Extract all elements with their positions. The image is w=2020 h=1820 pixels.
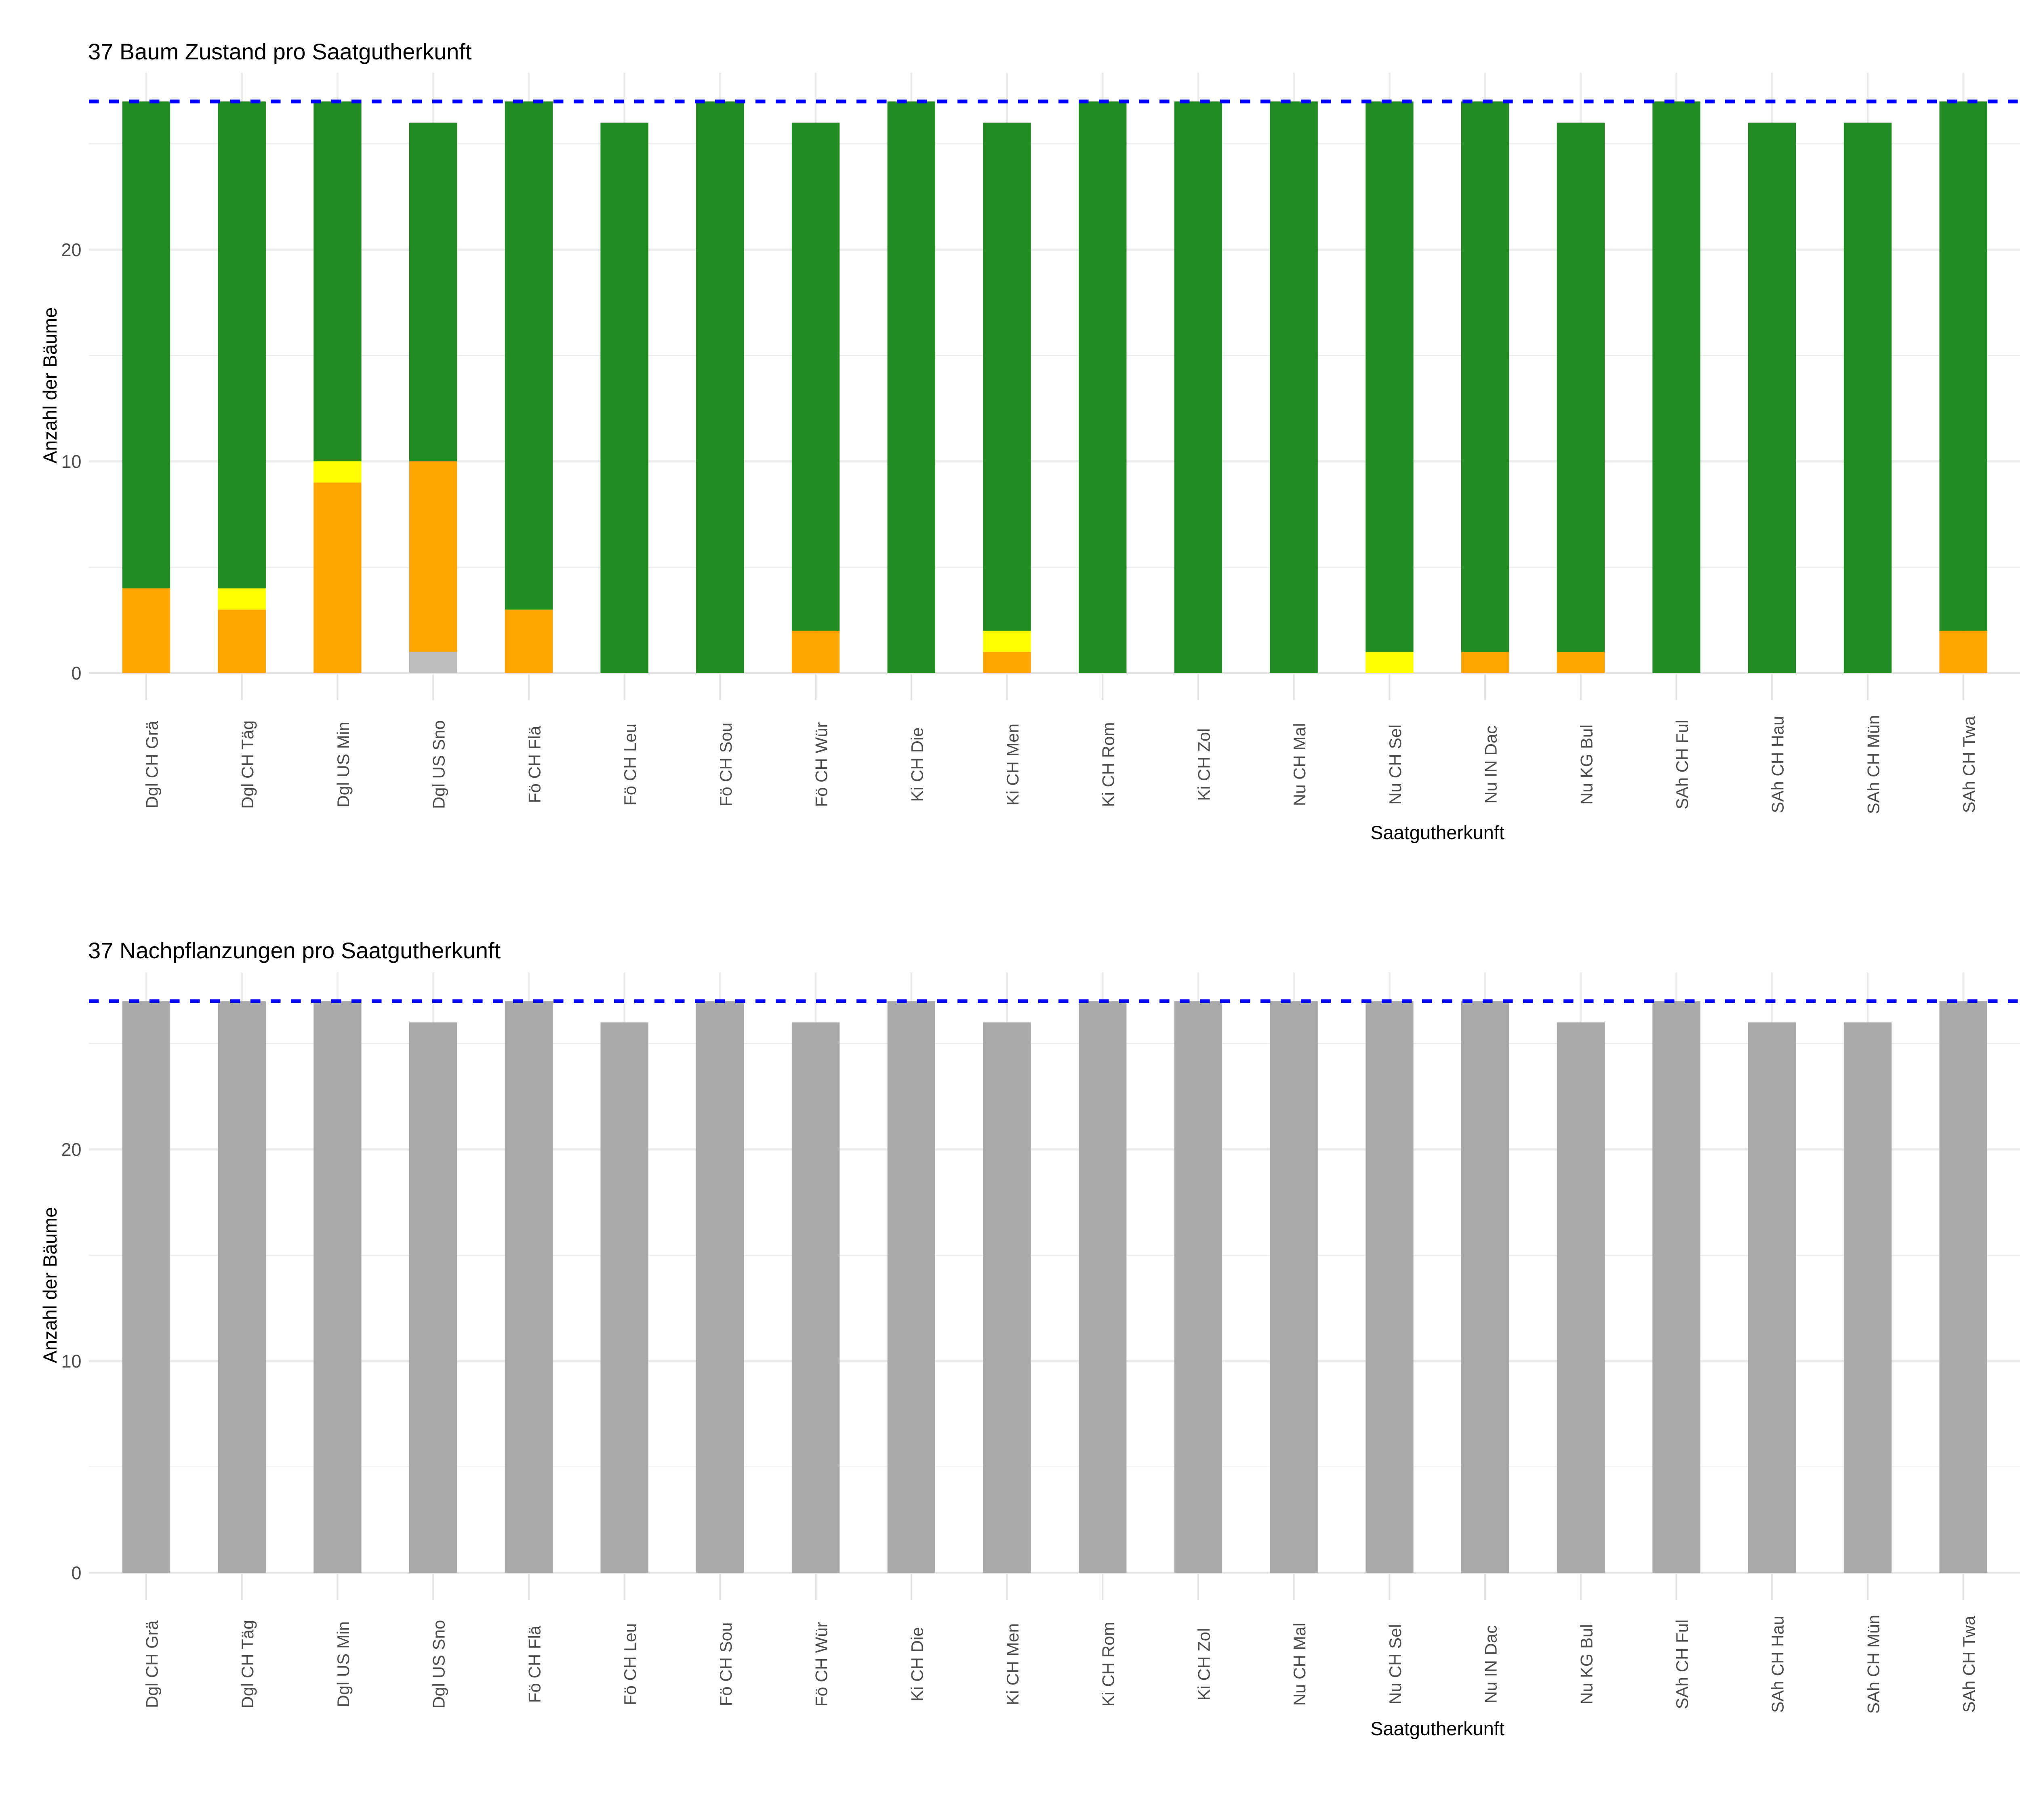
svg-text:Anzahl der Bäume: Anzahl der Bäume [39,307,61,464]
svg-text:37 Nachpflanzungen pro Saatgut: 37 Nachpflanzungen pro Saatgutherkunft [88,938,501,963]
svg-text:Fö CH Leu: Fö CH Leu [621,1623,640,1705]
svg-text:0: 0 [71,663,81,684]
svg-text:SAh CH Mün: SAh CH Mün [1864,715,1883,814]
svg-text:Ki CH Die: Ki CH Die [907,727,926,802]
svg-text:Nu KG Bul: Nu KG Bul [1577,724,1596,804]
svg-text:Ki CH Men: Ki CH Men [1003,1623,1022,1705]
svg-text:Dgl US Sno: Dgl US Sno [429,720,448,809]
svg-text:37 Baum Zustand pro Saatguther: 37 Baum Zustand pro Saatgutherkunft [88,39,472,64]
svg-text:SAh CH Mün: SAh CH Mün [1864,1615,1883,1714]
svg-text:Ki CH Zol: Ki CH Zol [1194,728,1213,801]
svg-text:Dgl CH Täg: Dgl CH Täg [238,1620,257,1708]
svg-text:10: 10 [61,451,81,472]
svg-text:Nu CH Mal: Nu CH Mal [1290,1623,1309,1706]
svg-text:0: 0 [71,1563,81,1583]
svg-text:Nu CH Sel: Nu CH Sel [1386,724,1405,804]
svg-text:Fö CH Flä: Fö CH Flä [525,726,544,803]
svg-text:Dgl CH Täg: Dgl CH Täg [238,720,257,809]
svg-text:Dgl US Min: Dgl US Min [334,722,353,807]
svg-text:Dgl US Min: Dgl US Min [334,1621,353,1707]
svg-text:Fö CH Sou: Fö CH Sou [716,723,735,807]
svg-text:Nu CH Sel: Nu CH Sel [1386,1624,1405,1704]
svg-text:SAh CH Twa: SAh CH Twa [1959,1616,1978,1713]
svg-text:SAh CH Ful: SAh CH Ful [1673,720,1692,810]
svg-text:Fö CH Sou: Fö CH Sou [716,1622,735,1706]
svg-text:Ki CH Rom: Ki CH Rom [1099,1622,1118,1706]
svg-text:Fö CH Leu: Fö CH Leu [621,724,640,806]
svg-text:20: 20 [61,240,81,260]
svg-text:SAh CH Hau: SAh CH Hau [1768,1616,1787,1713]
svg-text:20: 20 [61,1139,81,1160]
svg-text:Dgl CH Grä: Dgl CH Grä [143,1620,162,1708]
svg-text:Saatgutherkunft: Saatgutherkunft [1370,822,1504,843]
svg-text:10: 10 [61,1351,81,1372]
svg-text:Anzahl der Bäume: Anzahl der Bäume [39,1207,61,1363]
svg-text:Dgl US Sno: Dgl US Sno [429,1620,448,1708]
svg-text:Ki CH Die: Ki CH Die [907,1627,926,1701]
svg-text:Ki CH Zol: Ki CH Zol [1194,1628,1213,1701]
svg-text:Saatgutherkunft: Saatgutherkunft [1370,1718,1504,1739]
svg-text:Fö CH Wür: Fö CH Wür [812,722,831,807]
svg-text:Nu IN Dac: Nu IN Dac [1481,726,1500,804]
svg-text:Nu KG Bul: Nu KG Bul [1577,1624,1596,1704]
svg-text:Dgl CH Grä: Dgl CH Grä [143,720,162,808]
svg-text:Fö CH Wür: Fö CH Wür [812,1622,831,1706]
svg-text:Ki CH Rom: Ki CH Rom [1099,722,1118,807]
svg-text:Nu IN Dac: Nu IN Dac [1481,1625,1500,1704]
svg-text:Ki CH Men: Ki CH Men [1003,724,1022,806]
svg-text:SAh CH Ful: SAh CH Ful [1673,1620,1692,1709]
svg-text:SAh CH Twa: SAh CH Twa [1959,716,1978,813]
svg-text:SAh CH Hau: SAh CH Hau [1768,716,1787,813]
svg-text:Fö CH Flä: Fö CH Flä [525,1625,544,1703]
svg-text:Nu CH Mal: Nu CH Mal [1290,723,1309,806]
